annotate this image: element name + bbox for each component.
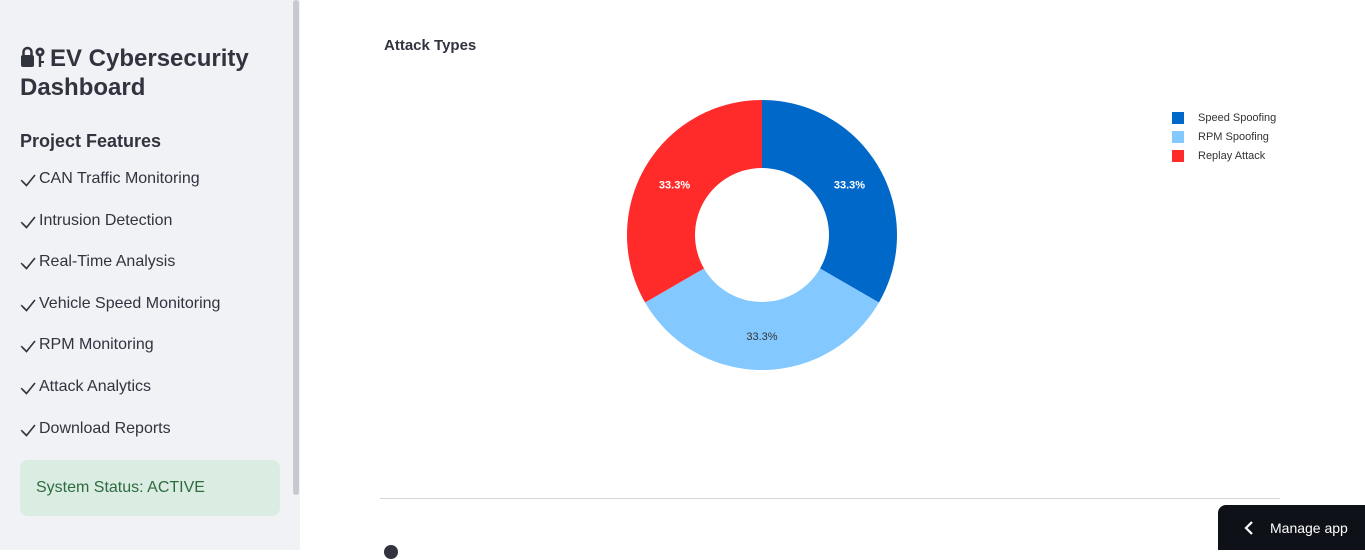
pie-slice-replay-attack[interactable] bbox=[627, 100, 762, 303]
chart-legend: Speed Spoofing RPM Spoofing Replay Attack bbox=[1172, 108, 1276, 165]
manage-app-label: Manage app bbox=[1270, 519, 1348, 536]
feature-label: Intrusion Detection bbox=[39, 211, 173, 229]
check-icon bbox=[20, 340, 36, 354]
features-heading: Project Features bbox=[20, 131, 162, 151]
feature-label: Attack Analytics bbox=[39, 377, 152, 395]
chart-title: Attack Types bbox=[384, 37, 477, 54]
divider bbox=[380, 498, 1280, 499]
list-item: CAN Traffic Monitoring bbox=[20, 170, 220, 212]
legend-swatch bbox=[1172, 130, 1184, 143]
sidebar: EV Cybersecurity Dashboard Project Featu… bbox=[0, 0, 300, 550]
feature-label: Download Reports bbox=[39, 419, 171, 437]
slice-label: 33.3% bbox=[746, 331, 777, 343]
legend-label: RPM Spoofing bbox=[1198, 130, 1269, 143]
check-icon bbox=[20, 299, 36, 312]
chevron-left-icon bbox=[1244, 520, 1253, 535]
list-item: Intrusion Detection bbox=[20, 212, 220, 254]
slice-label: 33.3% bbox=[659, 180, 690, 192]
feature-list: CAN Traffic Monitoring Intrusion Detecti… bbox=[20, 170, 220, 461]
feature-label: CAN Traffic Monitoring bbox=[39, 170, 200, 187]
app-title: EV Cybersecurity Dashboard bbox=[20, 44, 290, 102]
legend-label: Speed Spoofing bbox=[1198, 111, 1277, 124]
donut-chart: 33.3% 33.3% 33.3% bbox=[627, 100, 897, 371]
feature-label: RPM Monitoring bbox=[39, 336, 154, 354]
list-item: Attack Analytics bbox=[20, 378, 220, 420]
legend-item[interactable]: Replay Attack bbox=[1172, 146, 1276, 165]
pie-slice-rpm-spoofing[interactable] bbox=[645, 268, 879, 371]
check-icon bbox=[20, 216, 36, 229]
check-icon bbox=[20, 382, 36, 395]
app-title-text: EV Cybersecurity Dashboard bbox=[20, 45, 249, 101]
section-icon bbox=[384, 545, 398, 559]
legend-item[interactable]: Speed Spoofing bbox=[1172, 108, 1276, 127]
list-item: Real-Time Analysis bbox=[20, 253, 220, 295]
sidebar-scrollbar[interactable] bbox=[293, 0, 299, 495]
legend-swatch bbox=[1172, 149, 1184, 162]
legend-item[interactable]: RPM Spoofing bbox=[1172, 127, 1276, 146]
legend-swatch bbox=[1172, 111, 1184, 124]
slice-label: 33.3% bbox=[834, 180, 865, 192]
lock-key-icon bbox=[21, 46, 45, 67]
check-icon bbox=[20, 257, 36, 270]
feature-label: Vehicle Speed Monitoring bbox=[39, 294, 221, 312]
list-item: Vehicle Speed Monitoring bbox=[20, 295, 220, 337]
status-text: System Status: ACTIVE bbox=[36, 479, 205, 496]
pie-slice-speed-spoofing[interactable] bbox=[762, 100, 897, 303]
check-icon bbox=[20, 424, 36, 437]
feature-label: Real-Time Analysis bbox=[39, 253, 176, 271]
main-content: Attack Types 33.3% 33.3% 33.3% Speed Spoof… bbox=[300, 0, 1365, 559]
list-item: RPM Monitoring bbox=[20, 336, 220, 378]
list-item: Download Reports bbox=[20, 420, 220, 462]
legend-label: Replay Attack bbox=[1198, 149, 1266, 162]
manage-app-button[interactable]: Manage app bbox=[1218, 505, 1365, 550]
status-box: System Status: ACTIVE bbox=[20, 460, 280, 516]
check-icon bbox=[20, 174, 36, 187]
